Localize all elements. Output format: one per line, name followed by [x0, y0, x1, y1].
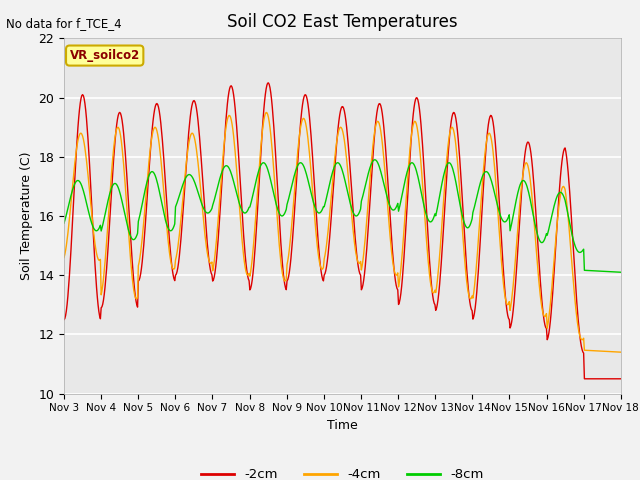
Y-axis label: Soil Temperature (C): Soil Temperature (C) — [20, 152, 33, 280]
-4cm — [428, 283, 435, 289]
Line: -2cm: -2cm — [64, 83, 621, 379]
-8cm — [60, 220, 68, 226]
Text: No data for f_TCE_4: No data for f_TCE_4 — [6, 17, 122, 30]
-2cm — [184, 139, 192, 145]
-4cm — [262, 109, 270, 115]
Text: VR_soilco2: VR_soilco2 — [70, 49, 140, 62]
-8cm — [617, 269, 625, 275]
-8cm — [214, 185, 221, 191]
-4cm — [60, 255, 68, 261]
-2cm — [264, 80, 272, 86]
-8cm — [411, 163, 419, 169]
-2cm — [617, 376, 625, 382]
-8cm — [428, 219, 435, 225]
-4cm — [127, 266, 135, 272]
-4cm — [70, 167, 78, 173]
-8cm — [184, 172, 192, 178]
-8cm — [371, 157, 378, 163]
-2cm — [580, 376, 588, 382]
Legend: -2cm, -4cm, -8cm: -2cm, -4cm, -8cm — [195, 463, 490, 480]
-4cm — [617, 349, 625, 355]
-2cm — [127, 246, 135, 252]
Line: -8cm: -8cm — [64, 160, 621, 272]
-4cm — [184, 146, 192, 152]
-4cm — [411, 119, 419, 124]
-2cm — [411, 100, 419, 106]
-2cm — [70, 189, 78, 195]
X-axis label: Time: Time — [327, 419, 358, 432]
-4cm — [214, 227, 221, 233]
-2cm — [428, 277, 435, 283]
-2cm — [60, 317, 68, 323]
-8cm — [127, 235, 135, 241]
-2cm — [214, 247, 221, 253]
-8cm — [70, 182, 78, 188]
Line: -4cm: -4cm — [64, 112, 621, 352]
Title: Soil CO2 East Temperatures: Soil CO2 East Temperatures — [227, 13, 458, 31]
